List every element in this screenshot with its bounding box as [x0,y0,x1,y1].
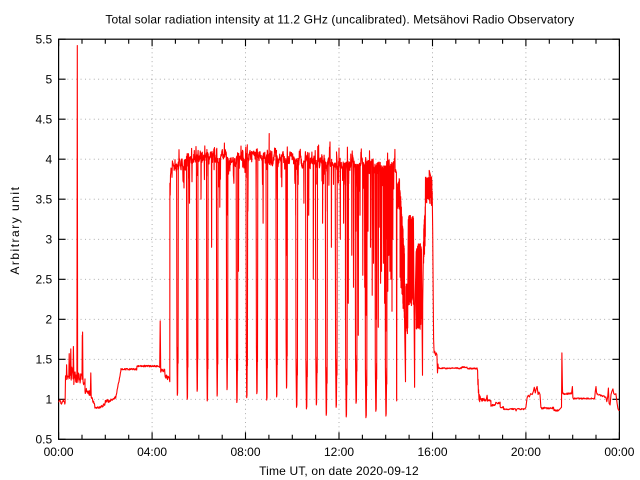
svg-text:20:00: 20:00 [511,445,541,459]
svg-text:5: 5 [46,73,53,87]
svg-text:12:00: 12:00 [324,445,354,459]
svg-text:3: 3 [46,233,53,247]
svg-text:Time UT, on date 2020-09-12: Time UT, on date 2020-09-12 [259,464,419,478]
svg-text:4: 4 [46,153,53,167]
svg-text:00:00: 00:00 [604,445,634,459]
svg-text:00:00: 00:00 [44,445,74,459]
svg-text:08:00: 08:00 [230,445,260,459]
svg-text:0.5: 0.5 [36,433,53,447]
svg-text:Arbitrary unit: Arbitrary unit [8,186,22,275]
svg-text:1: 1 [46,393,53,407]
svg-text:5.5: 5.5 [36,33,53,47]
svg-text:2: 2 [46,313,53,327]
svg-text:2.5: 2.5 [36,273,53,287]
svg-text:4.5: 4.5 [36,113,53,127]
svg-text:Total solar radiation intensit: Total solar radiation intensity at 11.2 … [105,12,574,26]
svg-text:1.5: 1.5 [36,353,53,367]
svg-text:04:00: 04:00 [137,445,167,459]
svg-text:3.5: 3.5 [36,193,53,207]
svg-text:16:00: 16:00 [417,445,447,459]
